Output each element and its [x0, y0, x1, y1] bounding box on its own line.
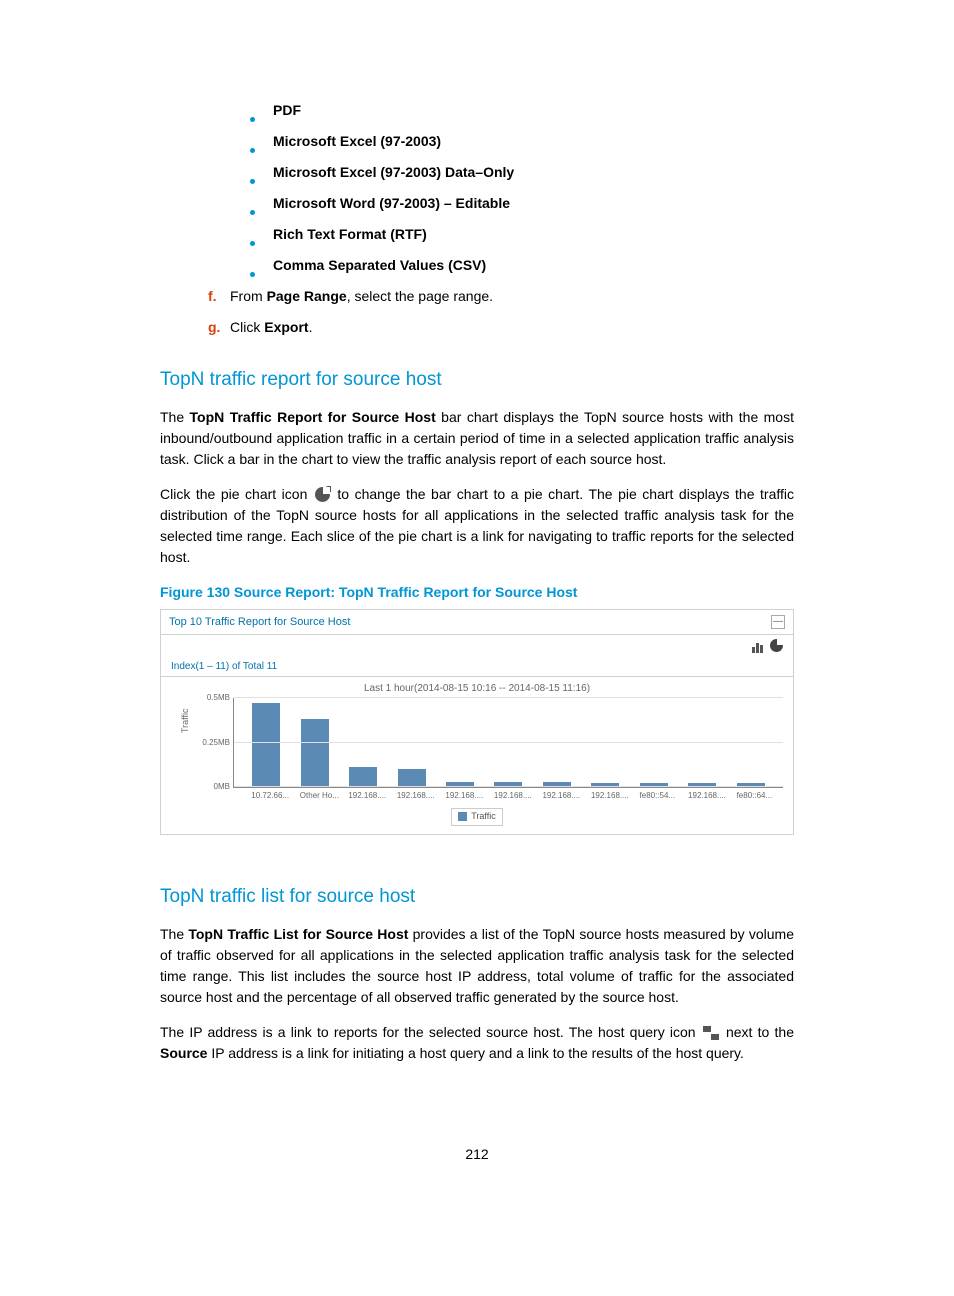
list-item: Rich Text Format (RTF): [250, 224, 794, 245]
x-tick-label: fe80::54...: [640, 790, 668, 802]
text: The: [160, 926, 188, 942]
x-tick-label: Other Ho...: [300, 790, 328, 802]
y-axis-label: Traffic: [179, 708, 193, 733]
bold-text: TopN Traffic List for Source Host: [188, 926, 408, 942]
list-item: PDF: [250, 100, 794, 121]
text: From: [230, 288, 267, 304]
figure-caption: Figure 130 Source Report: TopN Traffic R…: [160, 582, 794, 603]
step-g: g. Click Export.: [208, 317, 794, 338]
legend-label: Traffic: [471, 810, 496, 824]
chart-title: Top 10 Traffic Report for Source Host: [169, 614, 350, 631]
x-tick-label: 192.168....: [591, 790, 619, 802]
traffic-chart-panel: Top 10 Traffic Report for Source Host — …: [160, 609, 794, 836]
step-text: From Page Range, select the page range.: [230, 286, 493, 307]
bullet-icon: [250, 148, 255, 153]
paragraph: The TopN Traffic List for Source Host pr…: [160, 924, 794, 1008]
bar[interactable]: [398, 769, 426, 787]
x-tick-label: 192.168....: [445, 790, 473, 802]
bold-text: Export: [264, 319, 308, 335]
chart-titlebar: Top 10 Traffic Report for Source Host —: [161, 610, 793, 635]
legend-item: Traffic: [451, 808, 503, 826]
collapse-button[interactable]: —: [771, 615, 785, 629]
list-item-label: Microsoft Excel (97-2003): [273, 131, 441, 152]
chart-index-text: Index(1 – 11) of Total 11: [161, 657, 793, 676]
page-number: 212: [160, 1144, 794, 1165]
bullet-icon: [250, 179, 255, 184]
bar[interactable]: [301, 719, 329, 787]
list-item: Microsoft Word (97-2003) – Editable: [250, 193, 794, 214]
text: , select the page range.: [347, 288, 493, 304]
x-tick-label: 192.168....: [348, 790, 376, 802]
export-format-list: PDF Microsoft Excel (97-2003) Microsoft …: [250, 100, 794, 276]
host-query-icon: [703, 1026, 719, 1040]
x-tick-label: 10.72.66...: [251, 790, 279, 802]
x-tick-label: 192.168....: [542, 790, 570, 802]
chart-subtitle: Last 1 hour(2014-08-15 10:16 -- 2014-08-…: [171, 681, 783, 696]
text: The: [160, 409, 190, 425]
text: .: [309, 319, 313, 335]
chart-plot: Traffic 0MB0.25MB0.5MB: [233, 698, 783, 788]
pie-chart-icon: [315, 487, 330, 502]
step-letter: f.: [208, 286, 230, 307]
chart-canvas: Last 1 hour(2014-08-15 10:16 -- 2014-08-…: [161, 677, 793, 834]
list-item-label: Rich Text Format (RTF): [273, 224, 427, 245]
bar-chart-icon[interactable]: [752, 639, 766, 653]
list-item-label: Comma Separated Values (CSV): [273, 255, 486, 276]
text: Click: [230, 319, 264, 335]
list-item-label: Microsoft Word (97-2003) – Editable: [273, 193, 510, 214]
x-tick-label: 192.168....: [397, 790, 425, 802]
legend-swatch: [458, 812, 467, 821]
bar[interactable]: [349, 767, 377, 787]
paragraph: The IP address is a link to reports for …: [160, 1022, 794, 1064]
bullet-icon: [250, 117, 255, 122]
bold-text: Page Range: [267, 288, 347, 304]
section-heading-report: TopN traffic report for source host: [160, 366, 794, 395]
chart-toolbar: [161, 635, 793, 657]
paragraph: Click the pie chart icon to change the b…: [160, 484, 794, 568]
list-item: Comma Separated Values (CSV): [250, 255, 794, 276]
bar[interactable]: [252, 703, 280, 787]
bullet-icon: [250, 272, 255, 277]
x-labels: 10.72.66... Other Ho... 192.168.... 192.168…: [233, 788, 783, 802]
chart-legend: Traffic: [171, 808, 783, 826]
bullet-icon: [250, 210, 255, 215]
text: IP address is a link for initiating a ho…: [207, 1045, 743, 1061]
list-item-label: PDF: [273, 100, 301, 121]
x-tick-label: fe80::64...: [737, 790, 765, 802]
bold-text: TopN Traffic Report for Source Host: [190, 409, 436, 425]
x-tick-label: 192.168....: [494, 790, 522, 802]
text: next to the: [721, 1024, 794, 1040]
step-list: f. From Page Range, select the page rang…: [208, 286, 794, 338]
section-heading-list: TopN traffic list for source host: [160, 883, 794, 912]
step-text: Click Export.: [230, 317, 312, 338]
list-item: Microsoft Excel (97-2003): [250, 131, 794, 152]
bold-text: Source: [160, 1045, 207, 1061]
x-tick-label: 192.168....: [688, 790, 716, 802]
pie-chart-icon[interactable]: [770, 639, 783, 652]
bullet-icon: [250, 241, 255, 246]
list-item: Microsoft Excel (97-2003) Data–Only: [250, 162, 794, 183]
paragraph: The TopN Traffic Report for Source Host …: [160, 407, 794, 470]
list-item-label: Microsoft Excel (97-2003) Data–Only: [273, 162, 514, 183]
step-letter: g.: [208, 317, 230, 338]
text: The IP address is a link to reports for …: [160, 1024, 701, 1040]
step-f: f. From Page Range, select the page rang…: [208, 286, 794, 307]
bars-container: [234, 698, 783, 787]
text: Click the pie chart icon: [160, 486, 313, 502]
